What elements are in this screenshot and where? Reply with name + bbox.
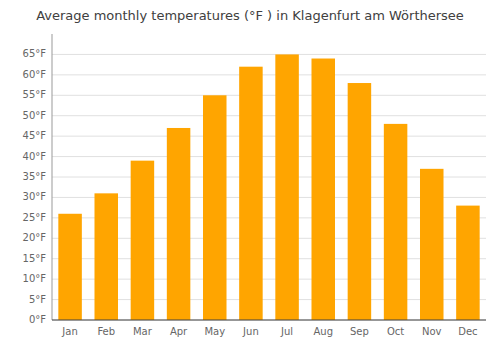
bar bbox=[131, 161, 155, 320]
x-tick-label: Aug bbox=[313, 326, 333, 337]
bars bbox=[58, 54, 479, 320]
x-tick-label: Apr bbox=[170, 326, 188, 337]
x-tick-label: May bbox=[204, 326, 225, 337]
y-tick-label: 0°F bbox=[29, 314, 46, 325]
bar bbox=[384, 124, 408, 320]
y-tick-label: 30°F bbox=[23, 191, 47, 202]
y-tick-label: 5°F bbox=[29, 294, 46, 305]
grid-line bbox=[52, 95, 486, 96]
y-axis-line bbox=[52, 34, 53, 320]
grid-line bbox=[52, 156, 486, 157]
grid-line bbox=[52, 115, 486, 116]
bar bbox=[420, 169, 444, 320]
x-tick-label: Oct bbox=[387, 326, 404, 337]
bar bbox=[456, 206, 480, 320]
y-tick-label: 40°F bbox=[23, 151, 47, 162]
y-tick-label: 20°F bbox=[23, 232, 47, 243]
x-tick-label: Nov bbox=[422, 326, 442, 337]
x-tick-label: Dec bbox=[458, 326, 477, 337]
bar bbox=[348, 83, 372, 320]
x-tick-label: Sep bbox=[350, 326, 369, 337]
y-tick-label: 15°F bbox=[23, 253, 47, 264]
chart-svg: 0°F 5°F 10°F 15°F 20°F 25°F 30°F 35°F 40°F 45°F 50… bbox=[0, 0, 500, 350]
bar bbox=[203, 95, 227, 320]
grid-line bbox=[52, 74, 486, 75]
y-tick-label: 55°F bbox=[23, 89, 47, 100]
y-axis: 0°F 5°F 10°F 15°F 20°F 25°F 30°F 35°F 40°F 45°F 50… bbox=[23, 34, 486, 325]
chart-container: 0°F 5°F 10°F 15°F 20°F 25°F 30°F 35°F 40°F 45°F 50… bbox=[0, 0, 500, 350]
x-tick-label: Jun bbox=[242, 326, 259, 337]
grid-line bbox=[52, 320, 486, 321]
y-tick-label: 65°F bbox=[23, 48, 47, 59]
x-tick-label: Feb bbox=[97, 326, 115, 337]
bar bbox=[94, 193, 118, 320]
x-tick-label: Jan bbox=[61, 326, 77, 337]
x-tick-label: Jul bbox=[280, 326, 293, 337]
x-tick-label: Mar bbox=[133, 326, 153, 337]
y-tick-label: 60°F bbox=[23, 69, 47, 80]
bar bbox=[58, 214, 82, 320]
y-tick-label: 45°F bbox=[23, 130, 47, 141]
y-tick-label: 25°F bbox=[23, 212, 47, 223]
bar bbox=[311, 59, 335, 320]
grid-line bbox=[52, 54, 486, 55]
bar bbox=[167, 128, 191, 320]
grid-line bbox=[52, 136, 486, 137]
y-tick-label: 50°F bbox=[23, 110, 47, 121]
title: Average monthly temperatures (°F ) in Kl… bbox=[36, 8, 464, 23]
y-tick-label: 35°F bbox=[23, 171, 47, 182]
y-tick-label: 10°F bbox=[23, 273, 47, 284]
bar bbox=[275, 54, 299, 320]
x-axis: Jan Feb Mar Apr May Jun Jul Aug Sep Oct Nov Dec bbox=[52, 320, 486, 337]
x-axis-line bbox=[52, 320, 486, 321]
bar bbox=[239, 67, 263, 320]
